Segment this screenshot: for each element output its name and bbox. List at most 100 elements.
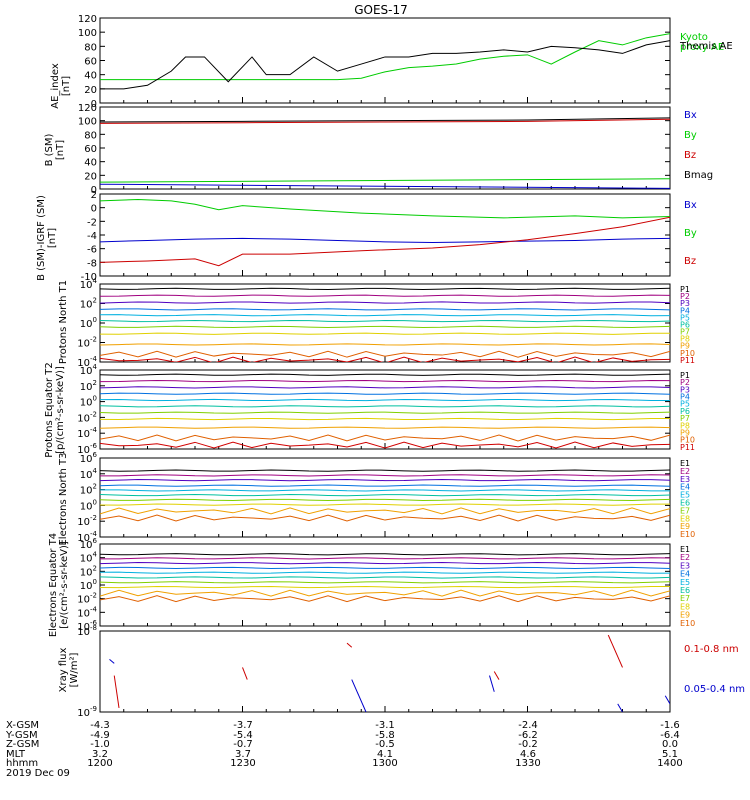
ephemeris-value: 1200 [87, 758, 112, 769]
series-group [100, 469, 670, 522]
legend-label: P10 [680, 349, 695, 358]
series-line-by [100, 178, 670, 183]
series-group [109, 634, 670, 712]
series-line-p1 [100, 373, 670, 376]
y-tick-label: 106 [80, 537, 98, 551]
series-line-p7 [100, 325, 670, 328]
y-axis-label: Electrons Equator T4[e/(cm²-s-sr-keV)] [48, 533, 70, 637]
legend-label: E9 [680, 522, 690, 531]
y-tick-label: 104 [80, 467, 98, 481]
y-tick-label: 100 [78, 28, 97, 39]
ephemeris-value: -3.1 [375, 720, 395, 731]
legend-label: P1 [680, 285, 690, 294]
y-tick-label: 102 [80, 483, 97, 497]
series-line-e4 [100, 484, 670, 487]
y-tick-label: 120 [78, 103, 97, 114]
y-axis-label: AE_index[nT] [50, 63, 72, 109]
y-tick-label: -10 [81, 272, 97, 283]
legend-label: P3 [680, 299, 690, 308]
ephemeris-value: -5.8 [375, 730, 395, 741]
legend-label: By [684, 130, 697, 141]
series-line-p5 [100, 314, 670, 317]
legend-label: P8 [680, 421, 690, 430]
ephemeris-value: 0.0 [662, 739, 678, 750]
legend-label: E10 [680, 619, 695, 628]
y-tick-label: 80 [84, 42, 97, 53]
legend-label: Bx [684, 200, 697, 211]
legend-label: Bmag [684, 170, 713, 181]
series-line-e9 [100, 589, 670, 597]
series-line-p9 [100, 426, 670, 429]
legend-label: 0.05-0.4 nm [684, 684, 745, 695]
ephemeris-value: -6.2 [518, 730, 538, 741]
y-axis-label: Xray flux[W/m²] [58, 648, 80, 693]
y-tick-label: 10-2 [77, 592, 97, 606]
series-line-themis-ae [100, 40, 670, 90]
legend-label: E5 [680, 578, 690, 587]
series-line-e6 [100, 494, 670, 497]
ephemeris-value: 1230 [230, 758, 255, 769]
y-tick-label: 20 [84, 85, 97, 96]
series-line-p10 [100, 434, 670, 442]
series-line-p8 [100, 332, 670, 335]
ephemeris-value: 4.1 [377, 749, 393, 760]
xray-segment [617, 703, 623, 712]
y-tick-label: -4 [87, 231, 97, 242]
legend-label: P10 [680, 436, 695, 445]
series-line-e5 [100, 489, 670, 492]
ephemeris-value: 1400 [657, 758, 682, 769]
panel-frame [99, 630, 671, 713]
legend-label: Bz [684, 150, 696, 161]
series-line-p2 [100, 379, 670, 383]
ephemeris-value: 1330 [515, 758, 540, 769]
y-axis-label: B (SM)[nT] [44, 133, 66, 166]
series-line-e8 [100, 503, 670, 506]
series-group [100, 287, 670, 362]
y-tick-label: 40 [84, 158, 97, 169]
series-line-p1 [100, 287, 670, 290]
series-line-p2 [100, 294, 670, 297]
series-group [100, 33, 670, 90]
plot-title: GOES-17 [354, 3, 408, 17]
series-line-p9 [100, 343, 670, 346]
legend-label: P9 [680, 342, 690, 351]
legend-label: P7 [680, 414, 690, 423]
panel-frame [99, 193, 671, 277]
panel-frame [99, 17, 671, 104]
y-tick-label: 100 [78, 117, 97, 128]
series-line-e2 [100, 474, 670, 477]
y-tick-label: 60 [84, 57, 97, 68]
series-line-p6 [100, 319, 670, 323]
series-line-p6 [100, 405, 670, 408]
y-tick-label: 0 [91, 204, 97, 215]
legend-label: E2 [680, 553, 690, 562]
legend-label: P5 [680, 400, 690, 409]
series-line-bx [100, 237, 670, 244]
y-tick-label: 100 [80, 316, 97, 330]
ephemeris-value: -1.6 [660, 720, 680, 731]
y-tick-label: -6 [87, 245, 97, 256]
series-line-e5 [100, 571, 670, 574]
ephemeris-value: 3.2 [92, 749, 108, 760]
y-axis-label: B (SM)-IGRF (SM)[nT] [36, 195, 58, 281]
ephemeris-row-label: Z-GSM [6, 739, 39, 750]
legend-label: P8 [680, 335, 690, 344]
legend-label: P7 [680, 328, 690, 337]
legend-label: E10 [680, 530, 695, 539]
panel-1: 0 20 40 60 80 100 120 AE_index[nT] Kyoto proxy AE… [50, 14, 733, 110]
y-tick-label: 100 [80, 578, 97, 592]
panel-3: -10 -8 -6 -4 -2 0 2 B (SM)-IGRF (SM)[nT] Bx By Bz [36, 190, 697, 283]
panel-frame [99, 543, 671, 627]
series-line-kyoto-proxy-ae [100, 33, 670, 81]
y-tick-label: 106 [80, 451, 98, 465]
series-line-p11 [100, 441, 670, 449]
legend-label: E4 [680, 483, 690, 492]
y-tick-label: 120 [78, 14, 97, 25]
legend-label: P5 [680, 313, 690, 322]
y-tick-label: 2 [91, 190, 97, 201]
y-tick-label: 80 [84, 130, 97, 141]
ephemeris-row-label: 2019 Dec 09 [6, 768, 70, 779]
